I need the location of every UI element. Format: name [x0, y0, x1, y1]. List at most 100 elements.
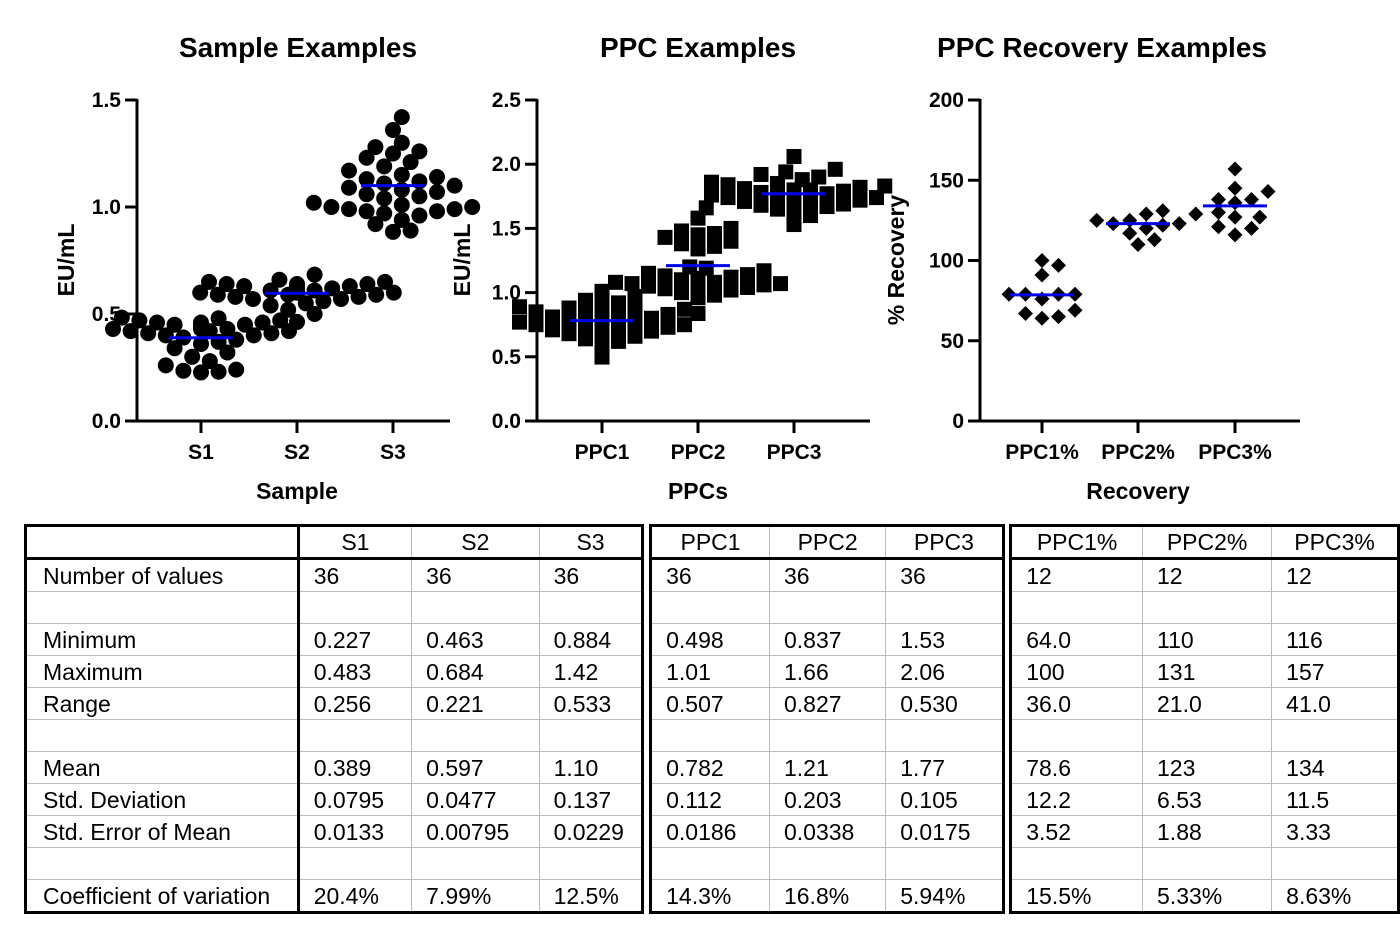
descriptive-statistics-table: S1 S2 S3 Number of values 36 36 36 Minimum 0.227… [24, 524, 1400, 914]
data-point [852, 192, 868, 208]
table-cell: 1.21 [769, 751, 887, 784]
data-point [1122, 225, 1138, 241]
table-cell [769, 591, 887, 624]
data-point [690, 241, 706, 257]
table-row: 12.2 6.53 11.5 [1010, 783, 1399, 816]
table-cell: 36 [411, 558, 540, 592]
table-cell: 0.105 [885, 783, 1004, 816]
table-cell: 41.0 [1271, 687, 1399, 720]
y-tick-label: 0.5 [492, 346, 522, 369]
table-row [25, 719, 643, 752]
data-point [677, 317, 692, 333]
table-cell [1010, 719, 1144, 752]
data-point [193, 314, 209, 331]
row-label [25, 591, 300, 624]
data-point [393, 134, 410, 151]
chart-sample-examples-svg: Sample Examples 0.0 0.5 1.0 1.5 S1 S2 S3 Sample E… [53, 32, 481, 504]
data-point [219, 320, 236, 337]
data-point [578, 331, 593, 347]
table-cell: 36.0 [1010, 687, 1144, 720]
x-tick-label: S2 [284, 441, 310, 464]
table-cell: 0.137 [539, 783, 643, 816]
row-label: Minimum [25, 623, 300, 656]
data-point [723, 220, 739, 236]
table-cell [1010, 847, 1144, 880]
data-point [367, 139, 384, 156]
data-point [377, 273, 393, 290]
data-point [411, 188, 428, 205]
data-point [367, 216, 384, 233]
table-cell: 12 [1142, 558, 1273, 592]
table-cell: 16.8% [769, 879, 887, 913]
data-point [289, 276, 305, 293]
table-cell: 0.0186 [650, 815, 770, 848]
data-point [315, 293, 332, 310]
data-point [512, 314, 527, 330]
x-tick-label: S3 [380, 441, 406, 464]
data-point [786, 204, 802, 220]
chart-title: PPC Recovery Examples [937, 32, 1267, 63]
chart-ppc-recovery-examples-svg: PPC Recovery Examples 0 50 100 150 200 PPC1% PP… [883, 32, 1300, 504]
table-cell: 0.782 [650, 751, 770, 784]
table-row: 0.0186 0.0338 0.0175 [650, 815, 1004, 848]
table-cell: 12.5% [553, 882, 619, 909]
table-cell: 1.88 [1142, 815, 1273, 848]
data-point [402, 154, 419, 171]
data-point [594, 310, 610, 326]
data-point [753, 166, 769, 182]
data-point [245, 291, 261, 308]
data-point [166, 316, 183, 333]
data-point [376, 190, 393, 207]
data-point [723, 233, 739, 249]
y-tick-label: 2.0 [492, 153, 521, 176]
data-point [756, 277, 772, 293]
table-cell: 100 [1010, 655, 1144, 688]
table-row: Number of values 36 36 36 [25, 558, 643, 592]
data-point [429, 169, 445, 186]
data-point [402, 222, 419, 239]
table-cell [769, 719, 887, 752]
data-point [786, 148, 802, 164]
table-cell: 20.4% [298, 879, 413, 913]
data-point [594, 283, 610, 299]
row-label: Range [25, 687, 300, 720]
table-cell: 0.507 [650, 687, 770, 720]
data-point [608, 274, 623, 290]
table-cell: 0.684 [411, 655, 540, 688]
data-point [411, 207, 428, 224]
row-label [25, 847, 300, 880]
data-point [627, 303, 643, 319]
chart-sample-examples: Sample Examples 0.0 0.5 1.0 1.5 S1 S2 S3 Sample E… [0, 0, 481, 510]
y-tick-label: 50 [941, 330, 964, 353]
data-point [245, 327, 262, 344]
y-tick-label: 200 [929, 89, 964, 112]
stats-table-samples: S1 S2 S3 Number of values 36 36 36 Minimum 0.227… [24, 524, 645, 914]
table-cell: 12 [1010, 558, 1144, 592]
series-s1 [105, 309, 297, 381]
data-point [254, 314, 271, 331]
y-tick-label: 0.0 [492, 410, 521, 433]
data-point [192, 284, 209, 301]
data-point [594, 297, 610, 313]
x-tick-label: S1 [188, 441, 214, 464]
data-point [737, 193, 752, 209]
data-point [385, 284, 402, 301]
data-point [660, 319, 676, 335]
table-cell: 36 [650, 558, 770, 592]
table-cell: 0.533 [539, 687, 643, 720]
data-point [1034, 253, 1050, 268]
column-header: S2 [411, 525, 540, 560]
row-label: Coefficient of variation [25, 879, 300, 913]
data-point [561, 313, 577, 329]
data-point [561, 326, 577, 342]
data-point [1130, 236, 1146, 252]
table-cell: 0.256 [298, 687, 413, 720]
table-cell [1142, 847, 1273, 880]
data-point [201, 353, 218, 370]
chart-title: PPC Examples [600, 32, 796, 63]
data-point [1122, 212, 1138, 228]
data-point [358, 171, 375, 188]
data-point [690, 290, 706, 306]
data-point [131, 312, 148, 329]
data-point [644, 323, 659, 339]
